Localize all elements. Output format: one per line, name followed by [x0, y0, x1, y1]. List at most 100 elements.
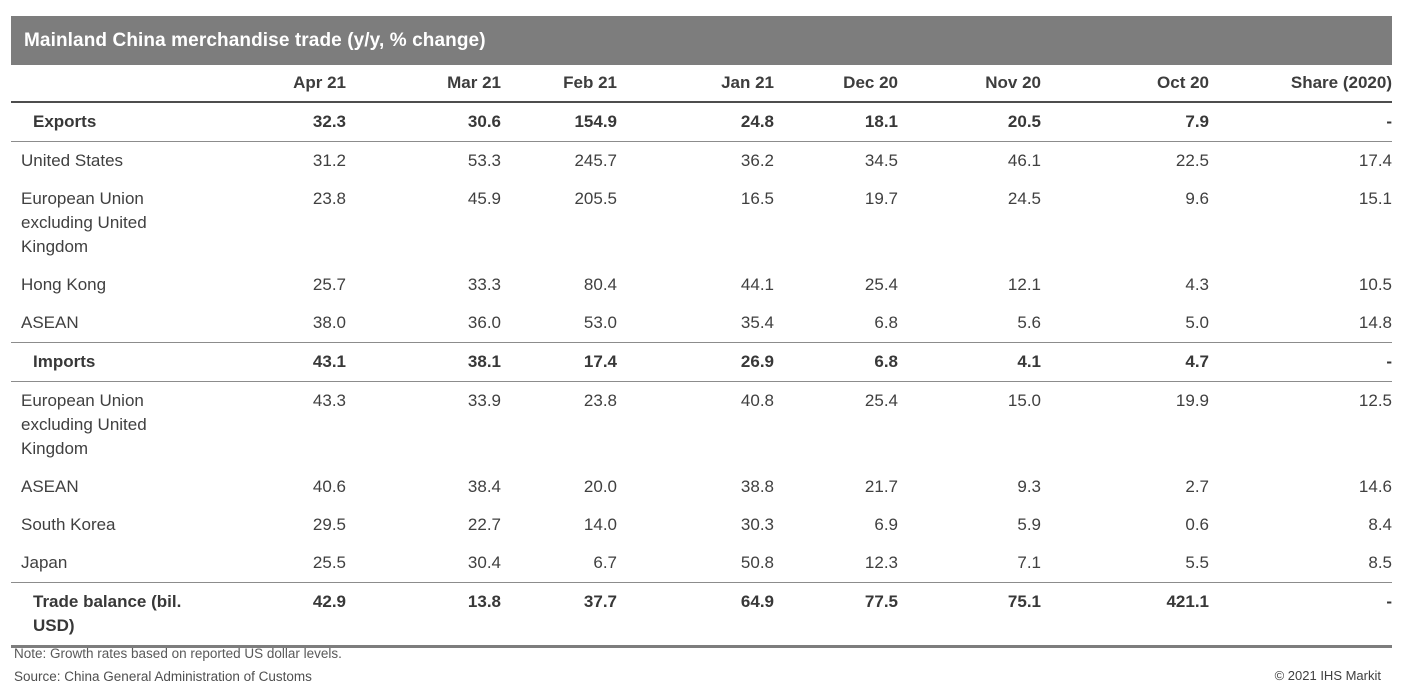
cell-value: 19.7 — [864, 189, 898, 208]
cell-value: 45.9 — [467, 189, 501, 208]
cell-value: 14.6 — [1358, 477, 1392, 496]
row-label: ASEAN — [21, 313, 79, 332]
cell-value: 14.0 — [583, 515, 617, 534]
cell-value: 17.4 — [583, 352, 617, 371]
table-row: ASEAN 38.0 36.0 53.0 35.4 6.8 5.6 5.0 14.8 — [11, 304, 1392, 343]
cell-value: 38.0 — [312, 313, 346, 332]
cell-value: 4.1 — [1017, 352, 1041, 371]
row-label: Imports — [33, 352, 96, 371]
cell-value: 38.1 — [467, 352, 501, 371]
cell-value: 43.1 — [312, 352, 346, 371]
cell-value: 34.5 — [864, 151, 898, 170]
cell-value: 64.9 — [740, 592, 774, 611]
cell-value: 7.9 — [1185, 112, 1209, 131]
cell-value: 33.9 — [467, 391, 501, 410]
cell-value: 32.3 — [312, 112, 346, 131]
cell-value: 6.7 — [593, 553, 617, 572]
cell-value: 50.8 — [740, 553, 774, 572]
column-header: Jan 21 — [617, 65, 774, 103]
column-header: Apr 21 — [201, 65, 346, 103]
cell-value: 80.4 — [583, 275, 617, 294]
column-header: Oct 20 — [1041, 65, 1209, 103]
cell-value: 37.7 — [583, 592, 617, 611]
row-label: Trade balance (bil. USD) — [33, 592, 182, 635]
cell-value: 24.5 — [1007, 189, 1041, 208]
cell-value: 21.7 — [864, 477, 898, 496]
cell-value: 30.4 — [467, 553, 501, 572]
column-header: Share (2020) — [1209, 65, 1392, 103]
cell-value: 24.8 — [740, 112, 774, 131]
cell-value: 19.9 — [1175, 391, 1209, 410]
cell-value: 245.7 — [574, 151, 617, 170]
cell-value: 15.1 — [1358, 189, 1392, 208]
cell-value: 42.9 — [312, 592, 346, 611]
header-row: Apr 21 Mar 21 Feb 21 Jan 21 Dec 20 Nov 20 Oct … — [11, 65, 1392, 103]
cell-value: 8.5 — [1368, 553, 1392, 572]
cell-value: 30.6 — [467, 112, 501, 131]
table-row: Exports 32.3 30.6 154.9 24.8 18.1 20.5 7.9 - — [11, 102, 1392, 142]
cell-value: 4.3 — [1185, 275, 1209, 294]
cell-value: 75.1 — [1007, 592, 1041, 611]
cell-value: 30.3 — [740, 515, 774, 534]
cell-value: 38.4 — [467, 477, 501, 496]
cell-value: 10.5 — [1358, 275, 1392, 294]
cell-value: 15.0 — [1007, 391, 1041, 410]
cell-value: 12.3 — [864, 553, 898, 572]
cell-value: 5.5 — [1185, 553, 1209, 572]
cell-value: 25.4 — [864, 275, 898, 294]
row-label: Exports — [33, 112, 97, 131]
cell-value: 17.4 — [1358, 151, 1392, 170]
cell-value: 6.8 — [874, 313, 898, 332]
cell-value: 8.4 — [1368, 515, 1392, 534]
table-row: Hong Kong 25.7 33.3 80.4 44.1 25.4 12.1 4.3 10.5 — [11, 266, 1392, 304]
cell-value: 36.2 — [740, 151, 774, 170]
cell-value: 421.1 — [1166, 592, 1209, 611]
table-row: United States 31.2 53.3 245.7 36.2 34.5 46.1 22… — [11, 142, 1392, 181]
cell-value: 9.6 — [1185, 189, 1209, 208]
cell-value: 16.5 — [740, 189, 774, 208]
cell-value: 33.3 — [467, 275, 501, 294]
table-title: Mainland China merchandise trade (y/y, %… — [24, 29, 486, 51]
row-label: European Union excluding United Kingdom — [21, 189, 147, 256]
cell-value: 40.8 — [740, 391, 774, 410]
copyright-text: © 2021 IHS Markit — [1274, 668, 1381, 683]
cell-value: - — [1386, 592, 1392, 611]
row-label: ASEAN — [21, 477, 79, 496]
table-row: Japan 25.5 30.4 6.7 50.8 12.3 7.1 5.5 8.5 — [11, 544, 1392, 583]
cell-value: 13.8 — [467, 592, 501, 611]
table-row: ASEAN 40.6 38.4 20.0 38.8 21.7 9.3 2.7 14.6 — [11, 468, 1392, 506]
cell-value: 36.0 — [467, 313, 501, 332]
cell-value: 25.5 — [312, 553, 346, 572]
row-label: Japan — [21, 553, 68, 572]
cell-value: 53.3 — [467, 151, 501, 170]
cell-value: 22.5 — [1175, 151, 1209, 170]
cell-value: 6.9 — [874, 515, 898, 534]
source-text: Source: China General Administration of … — [14, 669, 312, 684]
table-row: European Union excluding United Kingdom 2… — [11, 180, 1392, 266]
cell-value: 29.5 — [312, 515, 346, 534]
cell-value: 5.0 — [1185, 313, 1209, 332]
cell-value: 14.8 — [1358, 313, 1392, 332]
cell-value: 18.1 — [864, 112, 898, 131]
cell-value: 154.9 — [574, 112, 617, 131]
cell-value: 77.5 — [864, 592, 898, 611]
cell-value: 205.5 — [574, 189, 617, 208]
cell-value: 4.7 — [1185, 352, 1209, 371]
row-label: Hong Kong — [21, 275, 107, 294]
cell-value: 22.7 — [467, 515, 501, 534]
table-title-bar: Mainland China merchandise trade (y/y, %… — [11, 16, 1392, 65]
trade-table: Apr 21 Mar 21 Feb 21 Jan 21 Dec 20 Nov 20 Oct … — [11, 65, 1392, 648]
cell-value: 26.9 — [740, 352, 774, 371]
column-header: Mar 21 — [346, 65, 501, 103]
cell-value: 53.0 — [583, 313, 617, 332]
cell-value: 25.4 — [864, 391, 898, 410]
cell-value: 6.8 — [874, 352, 898, 371]
table-row: Trade balance (bil. USD) 42.9 13.8 37.7 64.9… — [11, 582, 1392, 647]
column-header-row-label — [11, 65, 201, 103]
note-text: Note: Growth rates based on reported US … — [14, 646, 342, 661]
cell-value: 23.8 — [312, 189, 346, 208]
cell-value: 9.3 — [1017, 477, 1041, 496]
cell-value: 2.7 — [1185, 477, 1209, 496]
cell-value: 43.3 — [312, 391, 346, 410]
